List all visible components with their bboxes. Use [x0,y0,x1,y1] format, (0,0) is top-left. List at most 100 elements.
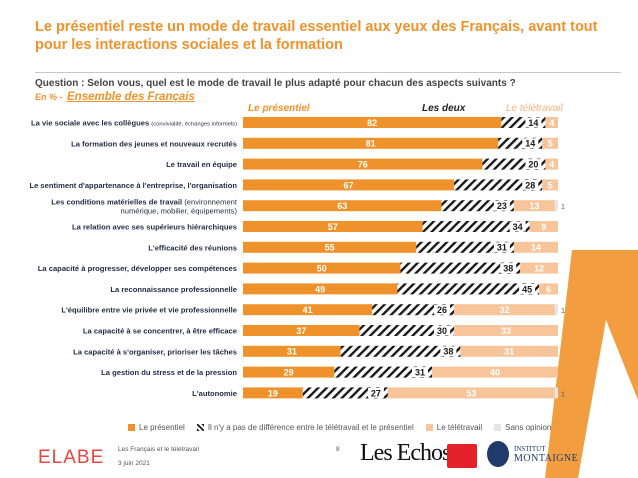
bar-no-difference-value: 14 [528,118,538,128]
category-label: Le travail en équipe [166,160,237,169]
legend-label: Sans opinion [505,423,552,432]
bar-teletravail-value: 4 [549,118,554,128]
label-backdrop [434,325,451,336]
category-label-detail: numérique, mobilier, équipements) [121,207,238,216]
bar-teletravail-value: 4 [549,160,554,170]
category-label: La vie sociale avec les collègues (convi… [31,119,237,128]
legend-label: Le présentiel [139,423,185,432]
category-label: La capacité à progresser, développer ses… [38,264,237,273]
label-backdrop [525,117,542,128]
bar-presentiel-value: 29 [284,368,294,378]
category-label: La capacité à se concentrer, à être effi… [83,327,237,336]
bar-no-difference-value: 31 [497,243,507,253]
bar-no-difference-value: 23 [497,201,507,211]
bar-teletravail-value: 53 [466,388,476,398]
bar-presentiel-value: 49 [315,284,325,294]
bar-teletravail-value: 9 [541,222,546,232]
page-number: 8 [336,446,340,453]
legend-swatch [494,424,502,431]
unit-prefix: En % - [35,92,66,102]
chart-legend: Le présentiel Il n'y a pas de différence … [128,423,563,432]
bar-presentiel [243,158,483,170]
bar-sans-opinion-value: 1 [561,391,565,398]
title-divider [35,72,621,73]
bar-no-difference-value: 31 [415,368,425,378]
bar-no-difference-value: 34 [513,222,523,232]
bar-presentiel [243,241,417,253]
bar-presentiel-value: 31 [287,347,297,357]
montaigne-word: MONTAIGNE [514,453,579,464]
label-backdrop [434,304,451,315]
label-backdrop [500,263,517,274]
category-label: La relation avec ses supérieurs hiérarch… [72,223,237,232]
legend-item-sans_opinion: Sans opinion [494,423,551,432]
bar-teletravail-value: 32 [499,305,509,315]
category-label: La formation des jeunes et nouveaux recr… [71,139,237,148]
bar-teletravail [513,200,555,212]
bar-sans-opinion [554,304,558,316]
label-backdrop [367,387,384,398]
label-backdrop [522,179,539,190]
bar-presentiel [243,179,455,191]
bar-teletravail [454,325,558,336]
bar-presentiel-value: 57 [328,222,338,232]
bar-teletravail [529,221,558,232]
bar-teletravail-value: 14 [531,243,541,253]
bar-teletravail [542,137,558,149]
bar-no-difference-value: 26 [437,305,447,315]
bar-presentiel-value: 19 [268,388,278,398]
bar-presentiel-value: 37 [296,326,306,336]
les-echos-logo: Les Echos [360,440,451,466]
label-backdrop [509,221,526,232]
label-backdrop [493,200,510,211]
legend-label: Le télétravail [436,423,483,432]
bar-sans-opinion-value: 1 [561,308,565,315]
legend-swatch [128,424,135,431]
bar-presentiel [243,117,502,128]
bar-no-difference [482,158,546,170]
bar-no-difference-value: 20 [528,160,538,170]
bar-presentiel-value: 41 [303,305,313,315]
category-label: La gestion du stress et de la pression [101,368,237,377]
bar-no-difference-value: 14 [525,139,535,149]
bar-teletravail [460,345,558,357]
sample-subtitle: En % - Ensemble des Français [35,91,195,103]
bar-no-difference-value: 38 [443,347,453,357]
footer-date: 3 juin 2021 [118,460,150,467]
page-title: Le présentiel reste un mode de travail e… [35,19,598,53]
footer-study-title: Les Français et le télétravail [118,446,199,453]
bar-teletravail-value: 6 [546,284,551,294]
legend-item-hatch: Il n'y a pas de différence entre le télé… [196,423,414,432]
institut-montaigne-logo: INSTITUT MONTAIGNE [514,444,578,464]
label-backdrop [519,283,536,294]
legend-swatch [425,424,433,431]
bar-presentiel [243,283,398,295]
bar-teletravail [387,387,555,399]
bar-teletravail [545,117,558,128]
bar-teletravail-value: 13 [529,201,539,211]
bar-presentiel [243,345,341,357]
bar-no-difference [501,117,546,128]
elabe-logo: ELABE [38,447,105,468]
category-label: L'efficacité des réunions [148,243,237,252]
bar-presentiel-value: 82 [367,118,377,128]
bar-teletravail [432,366,558,378]
bar-presentiel [243,366,335,378]
category-label: L'autonomie [192,389,237,398]
label-backdrop [522,138,539,149]
label-backdrop [440,346,457,357]
bar-no-difference-value: 27 [371,388,381,398]
bar-teletravail [545,158,558,170]
column-head-teletravail: Le télétravail [506,103,563,114]
bar-teletravail [454,304,555,316]
bar-no-difference-value: 30 [437,326,447,336]
bars-group: La vie sociale avec les collègues (convi… [29,117,565,399]
legend-item-teletravail: Le télétravail [425,423,483,432]
institut-word: INSTITUT [514,445,546,453]
category-label: Les conditions matérielles de travail (e… [51,198,238,207]
category-label: L'équilibre entre vie privée et vie prof… [61,306,237,315]
bar-teletravail [513,241,558,253]
bar-sans-opinion-value: 1 [561,204,565,211]
bar-teletravail [542,179,558,191]
